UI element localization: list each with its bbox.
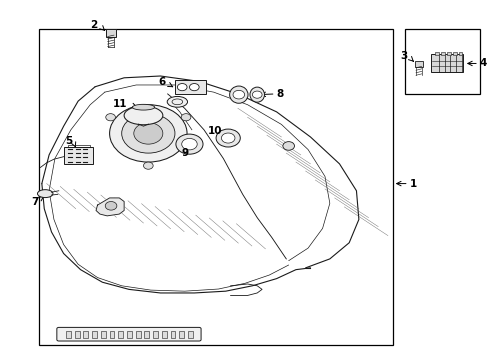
Text: 8: 8 bbox=[276, 89, 283, 99]
Ellipse shape bbox=[167, 96, 187, 107]
Circle shape bbox=[182, 138, 197, 150]
Circle shape bbox=[105, 114, 115, 121]
Ellipse shape bbox=[38, 190, 53, 198]
Bar bbox=[63, 147, 92, 164]
Ellipse shape bbox=[132, 104, 154, 110]
Circle shape bbox=[189, 84, 199, 91]
Text: 1: 1 bbox=[409, 179, 416, 189]
Circle shape bbox=[282, 141, 294, 150]
Bar bbox=[92, 330, 97, 338]
Bar bbox=[136, 330, 140, 338]
Bar bbox=[66, 330, 71, 338]
Text: 10: 10 bbox=[207, 126, 222, 135]
Text: 5: 5 bbox=[65, 136, 72, 145]
Bar bbox=[40, 30, 392, 345]
Bar bbox=[446, 52, 450, 55]
Text: 9: 9 bbox=[181, 148, 188, 158]
Circle shape bbox=[252, 91, 262, 98]
Bar bbox=[452, 52, 456, 55]
Bar bbox=[127, 330, 132, 338]
Bar bbox=[101, 330, 105, 338]
Text: 6: 6 bbox=[158, 77, 165, 87]
Text: 2: 2 bbox=[90, 20, 97, 30]
Polygon shape bbox=[96, 198, 124, 216]
Bar bbox=[83, 330, 88, 338]
Circle shape bbox=[176, 134, 203, 154]
Circle shape bbox=[181, 114, 190, 121]
Bar bbox=[75, 330, 80, 338]
Circle shape bbox=[134, 123, 163, 144]
Bar bbox=[440, 52, 444, 55]
Bar bbox=[162, 330, 166, 338]
Text: 3: 3 bbox=[399, 51, 407, 61]
Bar bbox=[118, 330, 123, 338]
Bar bbox=[187, 330, 192, 338]
Bar bbox=[414, 60, 423, 67]
Bar bbox=[144, 330, 149, 338]
Bar bbox=[106, 30, 116, 37]
Ellipse shape bbox=[229, 86, 247, 103]
Bar bbox=[430, 54, 462, 72]
Text: 11: 11 bbox=[113, 99, 127, 109]
Circle shape bbox=[177, 84, 187, 91]
Circle shape bbox=[105, 202, 117, 210]
Bar bbox=[153, 330, 158, 338]
Bar bbox=[434, 52, 438, 55]
Bar bbox=[175, 80, 206, 94]
Bar bbox=[404, 30, 479, 94]
Bar bbox=[170, 330, 175, 338]
Circle shape bbox=[233, 90, 244, 99]
Circle shape bbox=[109, 105, 187, 162]
Circle shape bbox=[143, 162, 153, 169]
Text: 7: 7 bbox=[31, 197, 39, 207]
Circle shape bbox=[122, 114, 175, 153]
Ellipse shape bbox=[124, 106, 163, 125]
FancyBboxPatch shape bbox=[57, 327, 201, 341]
Circle shape bbox=[216, 129, 240, 147]
Ellipse shape bbox=[249, 87, 264, 102]
Bar bbox=[179, 330, 184, 338]
Circle shape bbox=[221, 133, 234, 143]
Bar bbox=[458, 52, 462, 55]
Text: 4: 4 bbox=[479, 58, 486, 68]
Bar bbox=[109, 330, 114, 338]
